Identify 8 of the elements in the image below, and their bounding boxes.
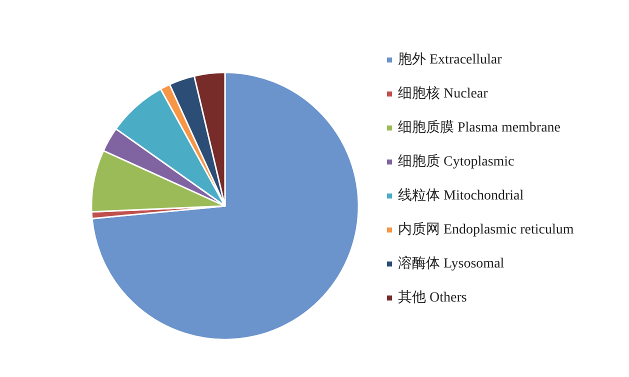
legend-label: 细胞核 Nuclear	[398, 86, 488, 102]
legend-label: 其他 Others	[398, 290, 467, 306]
legend-label: 线粒体 Mitochondrial	[398, 188, 524, 204]
legend-label: 细胞质 Cytoplasmic	[398, 154, 514, 170]
legend-label: 胞外 Extracellular	[398, 52, 502, 68]
legend-label: 细胞质膜 Plasma membrane	[398, 120, 561, 136]
legend-label: 溶酶体 Lysosomal	[398, 256, 504, 272]
legend-label: 内质网 Endoplasmic reticulum	[398, 222, 574, 238]
